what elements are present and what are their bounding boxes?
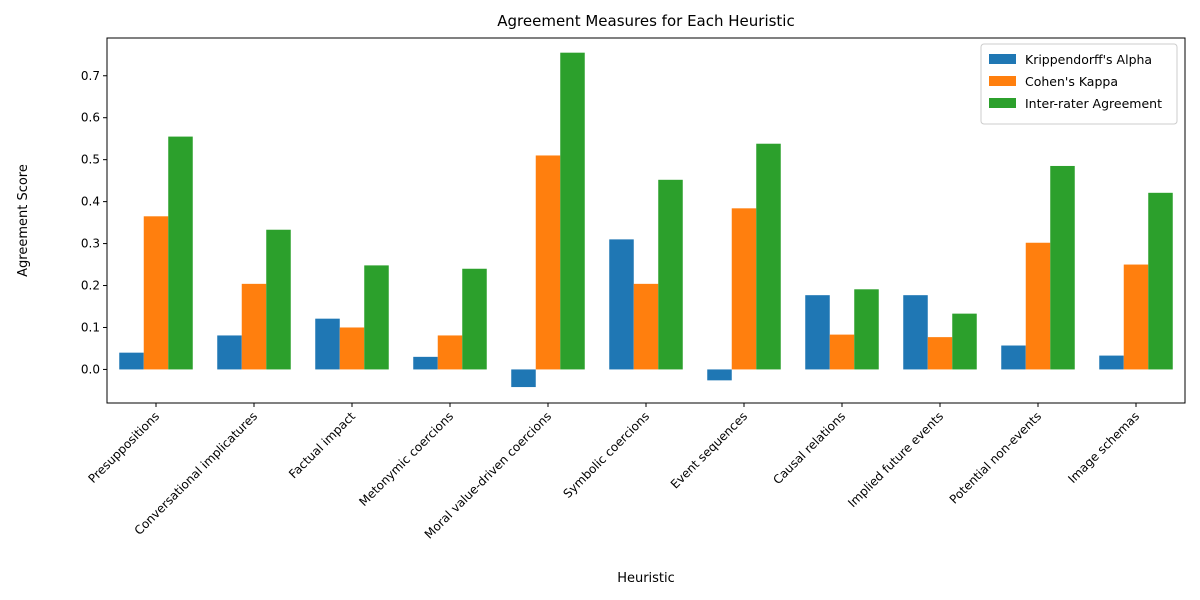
bar-3-8 xyxy=(854,289,879,370)
y-tick-label: 0.3 xyxy=(81,237,100,251)
bar-1-11 xyxy=(1099,355,1124,370)
bar-1-8 xyxy=(805,295,830,370)
bar-2-9 xyxy=(927,337,953,370)
bar-2-4 xyxy=(437,335,463,370)
bar-2-8 xyxy=(829,334,855,370)
x-tick-label: Factual impact xyxy=(286,409,358,481)
x-tick-label: Metonymic coercions xyxy=(356,409,456,509)
bar-3-5 xyxy=(560,52,585,370)
bar-1-5 xyxy=(511,369,536,388)
bar-3-6 xyxy=(658,179,683,370)
bar-2-7 xyxy=(731,208,757,370)
y-tick-label: 0.5 xyxy=(81,153,100,167)
bar-2-3 xyxy=(339,327,365,370)
x-tick-label: Image schemas xyxy=(1065,409,1142,486)
bar-3-4 xyxy=(462,268,487,370)
y-tick-label: 0.2 xyxy=(81,279,100,293)
bar-1-4 xyxy=(413,356,438,370)
legend-label: Inter-rater Agreement xyxy=(1025,96,1162,111)
bar-1-3 xyxy=(315,318,340,370)
bar-3-2 xyxy=(266,229,291,370)
bar-3-3 xyxy=(364,265,389,370)
x-tick-label: Causal relations xyxy=(770,409,848,487)
legend: Krippendorff's Alpha Cohen's Kappa Inter-r… xyxy=(980,43,1178,125)
bar-2-1 xyxy=(143,216,169,370)
bar-3-7 xyxy=(756,143,781,370)
legend-swatch xyxy=(989,54,1016,64)
legend-box xyxy=(980,43,1178,125)
bar-1-7 xyxy=(707,369,732,381)
plot-frame xyxy=(106,37,1186,404)
legend-label: Cohen's Kappa xyxy=(1025,74,1118,89)
bar-3-9 xyxy=(952,313,977,370)
y-tick-label: 0.6 xyxy=(81,111,100,125)
bar-2-10 xyxy=(1025,242,1051,370)
bar-3-1 xyxy=(168,136,193,370)
x-tick-label: Event sequences xyxy=(668,409,750,491)
x-axis-title: Heuristic xyxy=(617,571,675,586)
bar-3-10 xyxy=(1050,165,1075,370)
bar-1-6 xyxy=(609,239,634,370)
y-axis-title: Agreement Score xyxy=(16,164,31,277)
legend-label: Krippendorff's Alpha xyxy=(1025,52,1152,67)
y-tick-label: 0.1 xyxy=(81,320,100,334)
bar-2-11 xyxy=(1123,264,1149,370)
y-tick-label: 0.7 xyxy=(81,69,100,83)
bar-3-11 xyxy=(1148,192,1173,370)
y-tick-label: 0.4 xyxy=(81,195,100,209)
y-axis: 0.0 0.1 0.2 0.3 0.4 0.5 0.6 0.7 xyxy=(81,69,107,376)
legend-swatch xyxy=(989,98,1016,108)
legend-swatch xyxy=(989,76,1016,86)
bar-1-2 xyxy=(217,335,242,370)
x-tick-label: Symbolic coercions xyxy=(560,409,652,501)
bars-layer xyxy=(119,52,1173,388)
chart-title: Agreement Measures for Each Heuristic xyxy=(497,12,794,30)
bar-1-1 xyxy=(119,352,144,370)
bar-2-2 xyxy=(241,283,267,370)
x-tick-label: Implied future events xyxy=(845,409,946,510)
bar-2-6 xyxy=(633,283,659,370)
x-tick-label: Presuppositions xyxy=(86,409,163,486)
bar-2-5 xyxy=(535,155,561,370)
bar-1-10 xyxy=(1001,345,1026,370)
x-tick-label: Potential non-events xyxy=(947,409,1044,506)
y-tick-label: 0.0 xyxy=(81,362,100,376)
bar-1-9 xyxy=(903,295,928,370)
